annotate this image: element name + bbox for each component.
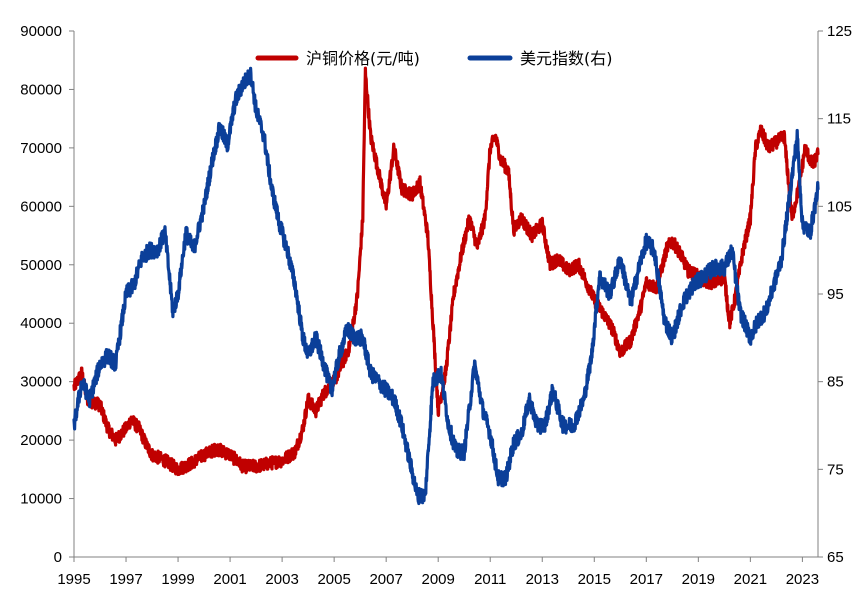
right-tick-label: 105 [827,198,852,215]
series-line-copper-price [72,66,820,477]
x-tick-label: 2003 [265,571,298,588]
x-tick-label: 2005 [317,571,350,588]
left-tick-label: 70000 [20,140,62,157]
x-tick-label: 1997 [109,571,142,588]
x-tick-label: 2007 [369,571,402,588]
x-tick-label: 2001 [213,571,246,588]
left-tick-label: 50000 [20,257,62,274]
x-tick-label: 2015 [578,571,611,588]
left-tick-label: 0 [54,549,62,566]
right-tick-label: 125 [827,23,852,40]
legend: 沪铜价格(元/吨) 美元指数(右) [255,49,613,68]
left-tick-label: 80000 [20,81,62,98]
right-tick-label: 75 [827,461,844,478]
right-tick-label: 115 [827,111,851,128]
x-tick-label: 1995 [57,571,90,588]
left-tick-label: 40000 [20,315,62,332]
x-tick-label: 2017 [630,571,663,588]
left-tick-label: 60000 [20,198,62,215]
x-tick-label: 2013 [526,571,559,588]
x-tick-label: 2011 [474,571,506,588]
legend-label-copper: 沪铜价格(元/吨) [306,49,420,68]
right-tick-label: 85 [827,374,844,391]
left-tick-label: 20000 [20,432,62,449]
left-tick-label: 30000 [20,374,62,391]
legend-label-dollar-index: 美元指数(右) [520,49,613,68]
series-line-dollar-index [72,66,820,506]
x-tick-label: 1999 [161,571,194,588]
axes: 0 10000 20000 30000 40000 50000 60000 70000 8000… [20,23,852,588]
x-tick-label: 2009 [422,571,455,588]
x-tick-label: 2023 [786,571,819,588]
left-tick-label: 10000 [20,491,62,508]
series-layer [72,66,820,506]
right-tick-label: 95 [827,286,844,303]
left-tick-label: 90000 [20,23,62,40]
x-tick-label: 2019 [682,571,715,588]
x-tick-label: 2021 [734,571,767,588]
right-tick-label: 65 [827,549,844,566]
